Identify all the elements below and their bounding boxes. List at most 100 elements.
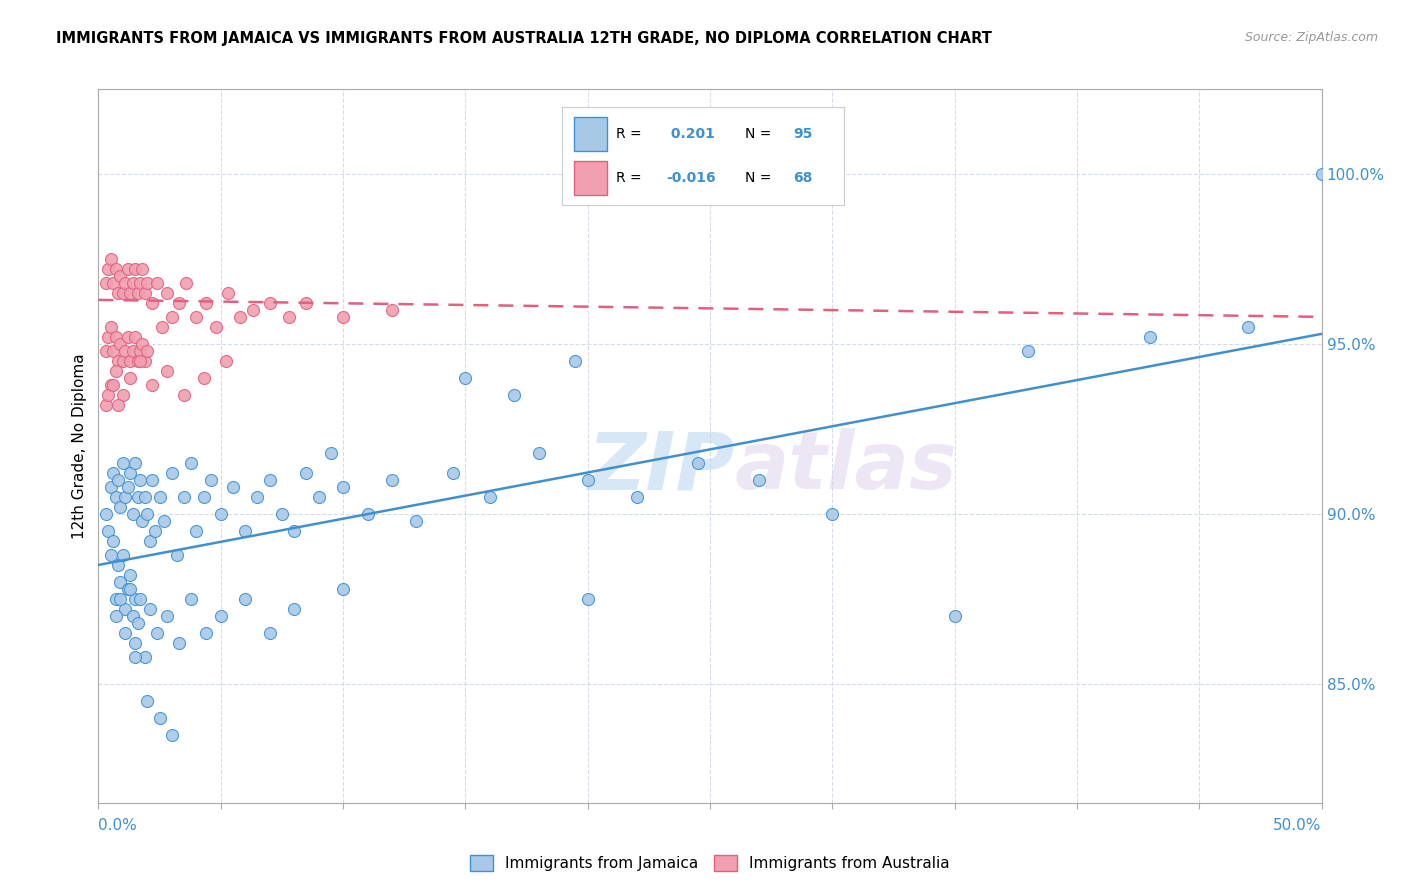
- Point: [104, 608, 127, 623]
- Point: [332, 310, 354, 324]
- Point: [686, 456, 709, 470]
- Point: [100, 548, 122, 562]
- Point: [259, 626, 281, 640]
- Point: [193, 490, 215, 504]
- Point: [160, 466, 183, 480]
- Point: [454, 371, 477, 385]
- Text: 68: 68: [793, 170, 813, 185]
- Point: [246, 490, 269, 504]
- Point: [180, 456, 202, 470]
- Text: Source: ZipAtlas.com: Source: ZipAtlas.com: [1244, 31, 1378, 45]
- Text: 95: 95: [793, 127, 813, 141]
- Point: [332, 480, 354, 494]
- Point: [110, 337, 132, 351]
- Point: [127, 490, 149, 504]
- Point: [150, 320, 173, 334]
- Point: [117, 480, 139, 494]
- Point: [1139, 330, 1161, 344]
- Point: [283, 602, 305, 616]
- Point: [107, 286, 129, 301]
- Point: [356, 507, 378, 521]
- Point: [101, 276, 124, 290]
- Point: [111, 354, 134, 368]
- Point: [527, 446, 550, 460]
- Point: [576, 473, 599, 487]
- Point: [124, 591, 146, 606]
- Point: [821, 507, 844, 521]
- Point: [117, 582, 139, 596]
- Point: [129, 354, 152, 368]
- Point: [104, 330, 127, 344]
- Text: ZIP: ZIP: [588, 428, 734, 507]
- Point: [100, 480, 122, 494]
- Point: [114, 602, 136, 616]
- Point: [156, 364, 179, 378]
- Point: [111, 456, 134, 470]
- Point: [160, 728, 183, 742]
- FancyBboxPatch shape: [574, 161, 607, 195]
- Point: [1237, 320, 1260, 334]
- Point: [129, 473, 152, 487]
- Point: [149, 490, 172, 504]
- Point: [129, 343, 152, 358]
- Legend: Immigrants from Jamaica, Immigrants from Australia: Immigrants from Jamaica, Immigrants from…: [464, 849, 956, 877]
- Point: [143, 524, 166, 538]
- Point: [405, 514, 427, 528]
- Point: [205, 320, 228, 334]
- Point: [124, 330, 146, 344]
- Point: [114, 626, 136, 640]
- Text: 0.0%: 0.0%: [98, 818, 138, 832]
- Point: [156, 608, 179, 623]
- Point: [97, 262, 120, 277]
- Point: [120, 371, 142, 385]
- Text: 50.0%: 50.0%: [1274, 818, 1322, 832]
- Point: [134, 490, 156, 504]
- Point: [195, 296, 218, 310]
- Point: [97, 524, 120, 538]
- Point: [259, 473, 281, 487]
- Y-axis label: 12th Grade, No Diploma: 12th Grade, No Diploma: [72, 353, 87, 539]
- Point: [167, 636, 190, 650]
- Point: [104, 591, 127, 606]
- Point: [295, 466, 318, 480]
- Point: [124, 456, 146, 470]
- Point: [120, 582, 142, 596]
- Point: [1310, 167, 1333, 181]
- Point: [124, 636, 146, 650]
- Point: [136, 343, 159, 358]
- Text: atlas: atlas: [734, 428, 957, 507]
- Point: [332, 582, 354, 596]
- Point: [222, 480, 245, 494]
- Point: [104, 364, 127, 378]
- Point: [127, 354, 149, 368]
- Point: [117, 262, 139, 277]
- Point: [146, 626, 169, 640]
- Point: [242, 303, 264, 318]
- Point: [209, 507, 232, 521]
- Point: [131, 262, 153, 277]
- Point: [134, 649, 156, 664]
- Point: [180, 591, 202, 606]
- Point: [134, 286, 156, 301]
- Point: [136, 507, 159, 521]
- Point: [134, 354, 156, 368]
- Point: [124, 649, 146, 664]
- Point: [111, 388, 134, 402]
- Text: N =: N =: [745, 170, 776, 185]
- Point: [564, 354, 586, 368]
- Point: [136, 276, 159, 290]
- Point: [195, 626, 218, 640]
- Point: [381, 473, 404, 487]
- Point: [478, 490, 501, 504]
- Point: [110, 591, 132, 606]
- Point: [94, 276, 117, 290]
- Point: [114, 276, 136, 290]
- Point: [200, 473, 222, 487]
- Point: [209, 608, 232, 623]
- Point: [121, 608, 143, 623]
- Point: [114, 343, 136, 358]
- Point: [173, 490, 195, 504]
- Point: [94, 343, 117, 358]
- Text: -0.016: -0.016: [666, 170, 716, 185]
- Point: [107, 398, 129, 412]
